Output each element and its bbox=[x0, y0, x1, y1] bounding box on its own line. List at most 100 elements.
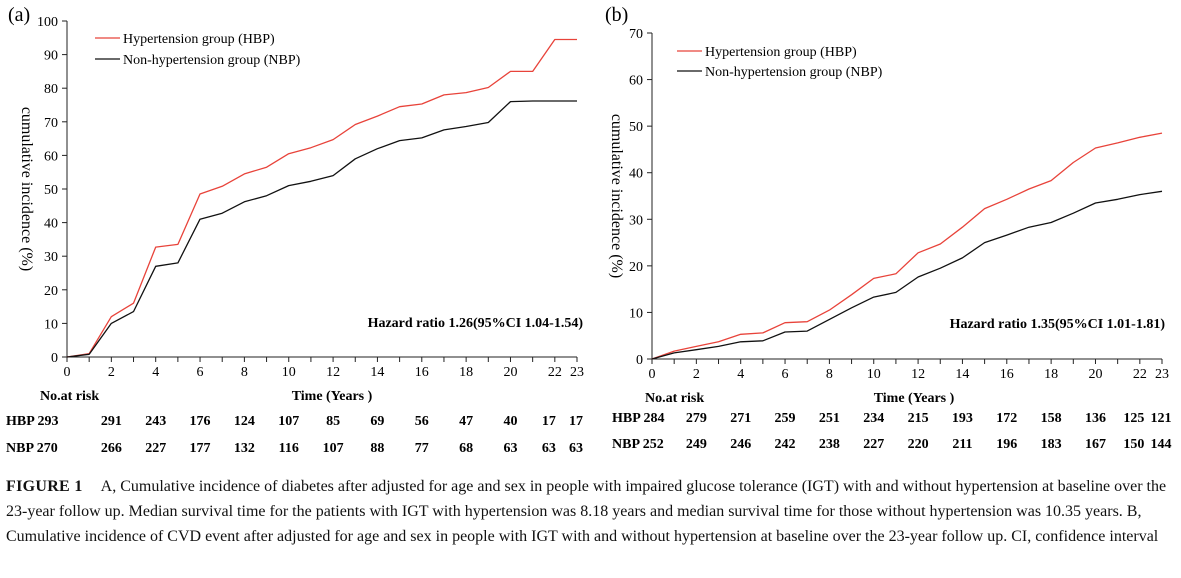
x-tick-label: 10 bbox=[867, 367, 881, 382]
risk-value: 116 bbox=[279, 441, 299, 456]
x-tick-label: 2 bbox=[693, 367, 700, 382]
risk-value: 88 bbox=[370, 441, 384, 456]
risk-value: 183 bbox=[1041, 437, 1062, 452]
risk-value: 227 bbox=[863, 437, 884, 452]
y-tick-label: 50 bbox=[44, 183, 58, 198]
risk-value: 121 bbox=[1151, 411, 1172, 426]
x-tick-label: 12 bbox=[326, 365, 340, 380]
series-line-nbp bbox=[651, 190, 1163, 360]
figure-caption: FIGURE 1 A, Cumulative incidence of diabe… bbox=[6, 474, 1174, 549]
risk-row-label: NBP 270 bbox=[6, 441, 58, 456]
caption-label: FIGURE 1 bbox=[6, 478, 83, 495]
y-axis-title: cumulative incidence (%) bbox=[18, 107, 35, 271]
risk-value: 242 bbox=[775, 437, 796, 452]
risk-value: 193 bbox=[952, 411, 973, 426]
y-tick-label: 20 bbox=[44, 284, 58, 299]
y-tick-label: 10 bbox=[629, 306, 643, 321]
y-tick-label: 20 bbox=[629, 260, 643, 275]
x-tick-label: 18 bbox=[1044, 367, 1058, 382]
risk-value: 279 bbox=[686, 411, 707, 426]
x-tick-label: 6 bbox=[197, 365, 204, 380]
risk-table-header: No.at risk bbox=[645, 391, 704, 406]
risk-value: 291 bbox=[101, 414, 122, 429]
x-tick-label: 16 bbox=[415, 365, 429, 380]
x-tick-label: 22 bbox=[548, 365, 562, 380]
risk-table-header: No.at risk bbox=[40, 389, 99, 404]
x-tick-label: 4 bbox=[152, 365, 159, 380]
risk-value: 196 bbox=[996, 437, 1017, 452]
legend-label: Non-hypertension group (NBP) bbox=[705, 65, 883, 80]
y-tick-label: 60 bbox=[629, 74, 643, 89]
risk-value: 211 bbox=[952, 437, 972, 452]
caption-text: A, Cumulative incidence of diabetes afte… bbox=[6, 478, 1167, 545]
y-tick-label: 30 bbox=[629, 213, 643, 228]
risk-value: 17 bbox=[542, 414, 556, 429]
risk-value: 63 bbox=[569, 441, 583, 456]
risk-value: 63 bbox=[542, 441, 556, 456]
x-tick-label: 14 bbox=[955, 367, 969, 382]
risk-value: 238 bbox=[819, 437, 840, 452]
risk-value: 124 bbox=[234, 414, 255, 429]
risk-value: 266 bbox=[101, 441, 122, 456]
x-tick-label: 14 bbox=[370, 365, 384, 380]
risk-value: 243 bbox=[145, 414, 166, 429]
y-axis-title: cumulative incidence (%) bbox=[608, 114, 625, 278]
y-tick-label: 90 bbox=[44, 49, 58, 64]
risk-value: 47 bbox=[459, 414, 473, 429]
risk-value: 177 bbox=[190, 441, 211, 456]
risk-value: 132 bbox=[234, 441, 255, 456]
x-tick-label: 0 bbox=[64, 365, 71, 380]
risk-value: 271 bbox=[730, 411, 751, 426]
risk-value: 167 bbox=[1085, 437, 1106, 452]
risk-value: 56 bbox=[415, 414, 429, 429]
risk-value: 220 bbox=[908, 437, 929, 452]
x-tick-label: 23 bbox=[570, 365, 584, 380]
panel-label: (a) bbox=[8, 4, 30, 26]
x-axis-title: Time (Years ) bbox=[292, 389, 373, 404]
risk-row-label: HBP 293 bbox=[6, 414, 59, 429]
panel-label: (b) bbox=[605, 4, 628, 26]
y-tick-label: 70 bbox=[629, 27, 643, 42]
risk-value: 158 bbox=[1041, 411, 1062, 426]
x-tick-label: 18 bbox=[459, 365, 473, 380]
x-tick-label: 4 bbox=[737, 367, 744, 382]
y-tick-label: 80 bbox=[44, 82, 58, 97]
x-tick-label: 6 bbox=[782, 367, 789, 382]
x-tick-label: 20 bbox=[1088, 367, 1102, 382]
hazard-ratio-annotation: Hazard ratio 1.26(95%CI 1.04-1.54) bbox=[368, 316, 584, 331]
y-tick-label: 40 bbox=[44, 217, 58, 232]
y-tick-label: 60 bbox=[44, 149, 58, 164]
legend-label: Hypertension group (HBP) bbox=[123, 32, 275, 47]
risk-value: 251 bbox=[819, 411, 840, 426]
risk-value: 68 bbox=[459, 441, 473, 456]
x-tick-label: 23 bbox=[1155, 367, 1169, 382]
risk-row-label: HBP 284 bbox=[612, 411, 665, 426]
y-tick-label: 70 bbox=[44, 116, 58, 131]
legend-label: Non-hypertension group (NBP) bbox=[123, 53, 301, 68]
risk-value: 136 bbox=[1085, 411, 1106, 426]
series-line-hbp bbox=[66, 38, 577, 358]
risk-value: 125 bbox=[1123, 411, 1144, 426]
risk-value: 246 bbox=[730, 437, 751, 452]
risk-value: 234 bbox=[863, 411, 884, 426]
y-tick-label: 30 bbox=[44, 250, 58, 265]
x-tick-label: 22 bbox=[1133, 367, 1147, 382]
x-tick-label: 12 bbox=[911, 367, 925, 382]
y-tick-label: 50 bbox=[629, 120, 643, 135]
legend-label: Hypertension group (HBP) bbox=[705, 45, 857, 60]
risk-value: 77 bbox=[415, 441, 429, 456]
risk-value: 259 bbox=[775, 411, 796, 426]
y-tick-label: 100 bbox=[37, 15, 58, 30]
risk-value: 215 bbox=[908, 411, 929, 426]
series-line-hbp bbox=[651, 132, 1163, 360]
risk-row-label: NBP 252 bbox=[612, 437, 664, 452]
risk-value: 227 bbox=[145, 441, 166, 456]
risk-value: 107 bbox=[278, 414, 299, 429]
x-tick-label: 8 bbox=[241, 365, 248, 380]
series-line-nbp bbox=[66, 100, 577, 358]
y-tick-label: 0 bbox=[636, 353, 643, 368]
x-tick-label: 8 bbox=[826, 367, 833, 382]
y-tick-label: 0 bbox=[51, 351, 58, 366]
x-tick-label: 2 bbox=[108, 365, 115, 380]
